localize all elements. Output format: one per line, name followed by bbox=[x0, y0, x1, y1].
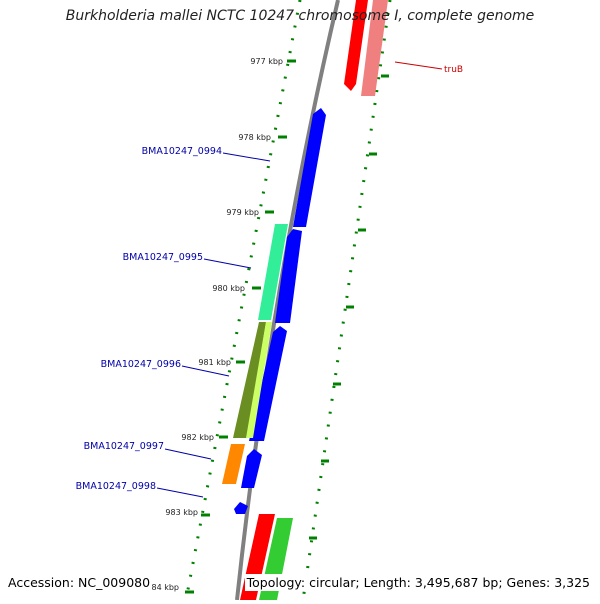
accession-text: Accession: NC_009080 bbox=[6, 574, 153, 591]
scale-label: 980 kbp bbox=[212, 284, 245, 293]
gene-bar-red-top[interactable] bbox=[344, 0, 368, 91]
feature-bar-lime[interactable] bbox=[246, 322, 272, 438]
gene-bmA10247-0998-blue[interactable] bbox=[234, 502, 248, 514]
leader-0998 bbox=[156, 487, 204, 498]
leader-0997 bbox=[164, 448, 212, 460]
leader-0996 bbox=[181, 365, 230, 377]
gene-label-0995[interactable]: BMA10247_0995 bbox=[123, 252, 203, 263]
topology-text: Topology: circular; Length: 3,495,687 bp… bbox=[244, 574, 592, 591]
leader-truB bbox=[394, 61, 443, 70]
feature-bar-olive[interactable] bbox=[233, 322, 266, 438]
gene-label-0997[interactable]: BMA10247_0997 bbox=[84, 441, 164, 452]
gene-label-0998[interactable]: BMA10247_0998 bbox=[76, 481, 156, 492]
gene-bmA10247-0996-blue[interactable] bbox=[249, 326, 287, 441]
scale-label: 981 kbp bbox=[198, 358, 231, 367]
gene-bmA10247-0994[interactable] bbox=[293, 108, 326, 227]
scale-label: 979 kbp bbox=[226, 208, 259, 217]
gene-bmA10247-0997-blue[interactable] bbox=[241, 449, 262, 488]
scale-label: 983 kbp bbox=[165, 508, 198, 517]
scale-label: 984 kbp bbox=[146, 583, 179, 592]
scale-axis: 977 kbp 978 kbp 979 kbp 980 kbp 981 kbp … bbox=[146, 57, 389, 594]
leader-0994 bbox=[222, 152, 271, 162]
gene-bmA10247-0995-blue[interactable] bbox=[275, 229, 302, 323]
gene-label-0994[interactable]: BMA10247_0994 bbox=[142, 146, 222, 157]
feature-bar-teal[interactable] bbox=[258, 224, 288, 320]
scale-label: 977 kbp bbox=[250, 57, 283, 66]
chromosome-backbone bbox=[235, 0, 340, 601]
leader-0995 bbox=[203, 258, 252, 269]
gene-label-0996[interactable]: BMA10247_0996 bbox=[101, 359, 181, 370]
inner-dotted-track bbox=[184, 0, 302, 601]
feature-bar-orange[interactable] bbox=[222, 444, 245, 484]
map-title: Burkholderia mallei NCTC 10247 chromosom… bbox=[65, 8, 535, 24]
scale-label: 978 kbp bbox=[238, 133, 271, 142]
scale-label: 982 kbp bbox=[181, 433, 214, 442]
gene-bar-pink-top[interactable] bbox=[361, 0, 388, 96]
gene-label-truB[interactable]: truB bbox=[444, 65, 463, 75]
